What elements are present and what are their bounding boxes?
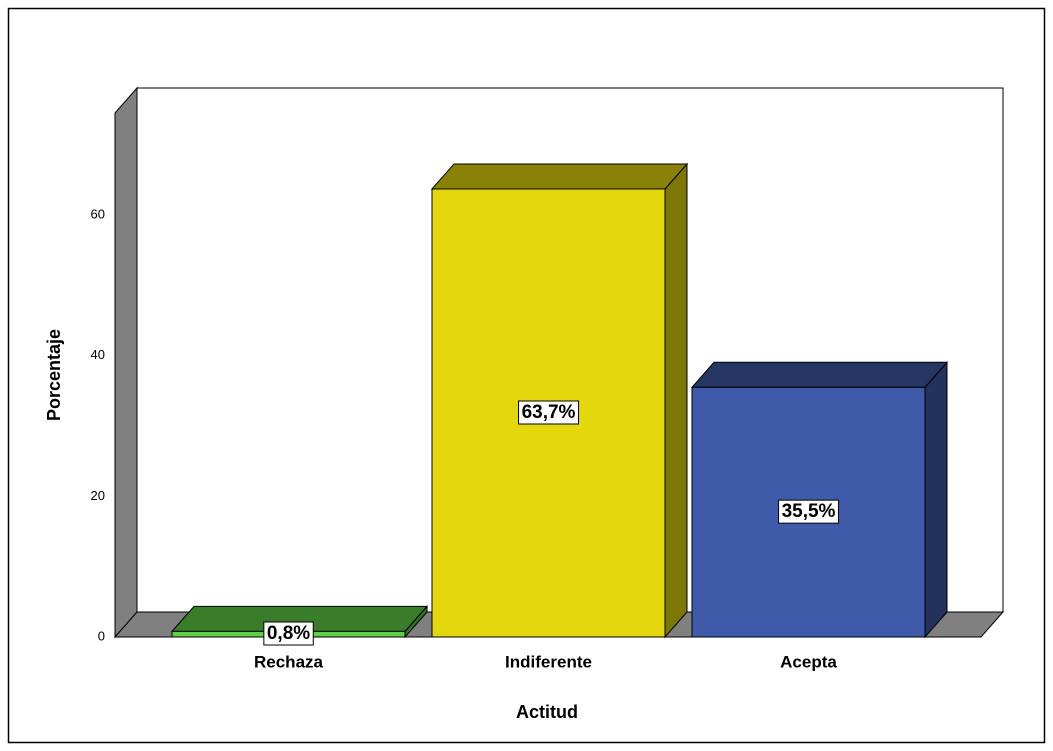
bar-side bbox=[664, 162, 688, 639]
bar-side bbox=[924, 360, 948, 639]
y-tick-label: 0 bbox=[98, 628, 105, 643]
bar-top bbox=[690, 361, 949, 388]
x-tick-label: Acepta bbox=[780, 652, 837, 671]
y-tick-label: 20 bbox=[91, 488, 105, 503]
value-label: 0,8% bbox=[267, 623, 310, 644]
x-tick-label: Rechaza bbox=[254, 652, 324, 671]
value-label: 35,5% bbox=[782, 501, 836, 522]
value-label-box bbox=[518, 400, 580, 425]
y-axis-title: Porcentaje bbox=[44, 329, 64, 421]
left-wall bbox=[114, 86, 138, 639]
y-tick-label: 60 bbox=[91, 206, 105, 221]
value-label-box bbox=[778, 499, 840, 524]
x-axis-title: Actitud bbox=[516, 702, 578, 722]
value-label-box bbox=[263, 621, 314, 646]
value-label: 63,7% bbox=[522, 402, 576, 423]
y-tick-label: 40 bbox=[91, 347, 105, 362]
x-tick-label: Indiferente bbox=[505, 652, 592, 671]
bar-top bbox=[430, 163, 689, 190]
